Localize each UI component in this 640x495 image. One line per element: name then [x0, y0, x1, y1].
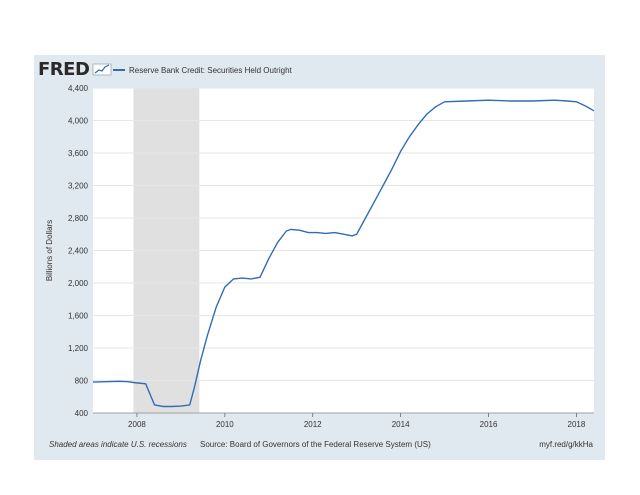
legend: Reserve Bank Credit: Securities Held Out…: [113, 63, 292, 77]
y-tick-label: 2,400: [68, 247, 89, 256]
y-tick-label: 400: [75, 409, 89, 418]
y-axis-label: Billions of Dollars: [45, 220, 54, 281]
x-tick-label: 2012: [304, 420, 322, 429]
legend-label: Reserve Bank Credit: Securities Held Out…: [129, 65, 292, 75]
fred-logo-icon: [93, 63, 112, 76]
y-tick-label: 4,400: [68, 84, 89, 93]
fred-logo-text: FRED: [38, 58, 90, 80]
legend-swatch: [113, 69, 125, 71]
short-url-link[interactable]: myf.red/g/kkHa: [539, 440, 593, 449]
x-tick-label: 2010: [216, 420, 234, 429]
y-tick-label: 1,200: [68, 344, 89, 353]
y-tick-label: 4,000: [68, 117, 89, 126]
y-tick-label: 2,800: [68, 214, 89, 223]
fred-logo[interactable]: FRED: [38, 58, 114, 80]
y-tick-label: 1,600: [68, 312, 89, 321]
recession-note: Shaded areas indicate U.S. recessions: [49, 440, 187, 449]
y-tick-label: 800: [75, 377, 89, 386]
source-note: Source: Board of Governors of the Federa…: [200, 440, 431, 449]
x-tick-label: 2008: [128, 420, 146, 429]
series-line: [92, 99, 595, 408]
y-tick-label: 2,000: [68, 279, 89, 288]
y-tick-label: 3,200: [68, 182, 89, 191]
x-tick-label: 2014: [392, 420, 410, 429]
x-tick-label: 2016: [480, 420, 498, 429]
x-tick-label: 2018: [568, 420, 586, 429]
y-tick-label: 3,600: [68, 149, 89, 158]
